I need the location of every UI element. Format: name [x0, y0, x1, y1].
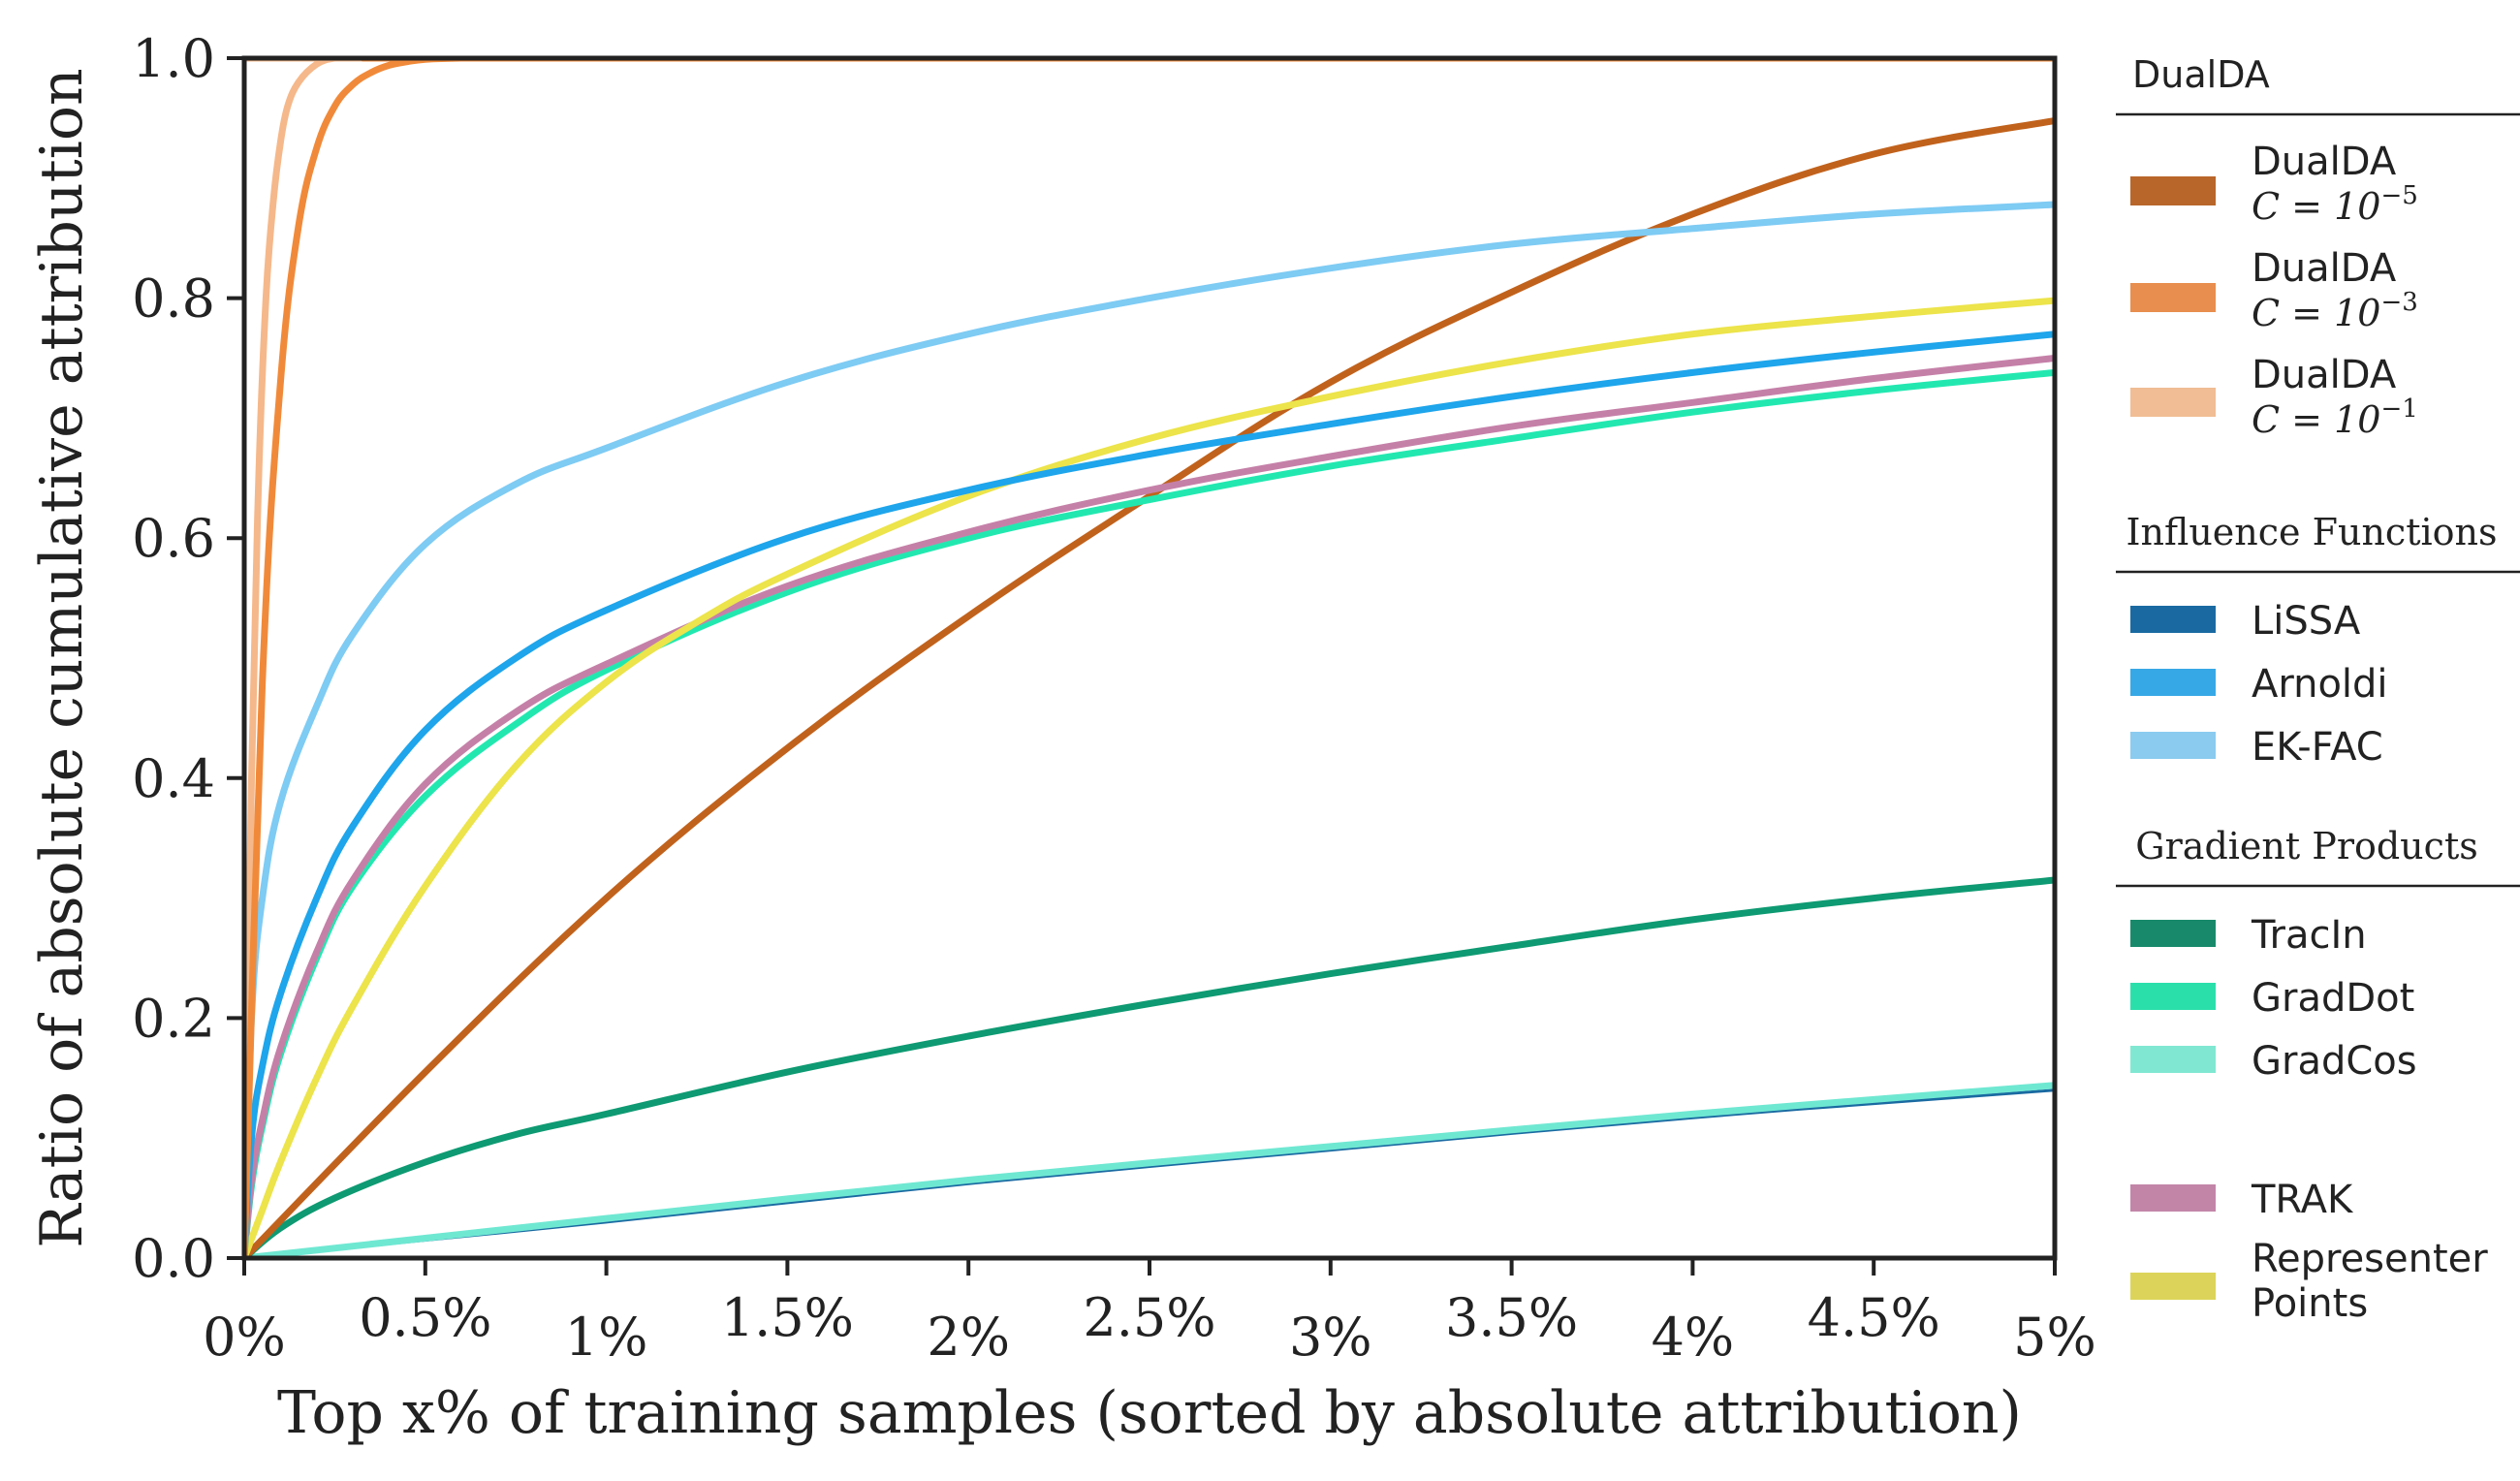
legend-label-arnoldi: Arnoldi [2252, 662, 2388, 707]
legend-label-dualda-1e-5: DualDA [2252, 140, 2397, 184]
legend-swatch-tracin [2130, 920, 2216, 947]
series-line-dualda-1e3 [244, 58, 2055, 1258]
legend-label-trak: TRAK [2251, 1178, 2354, 1222]
legend-swatch-graddot [2130, 983, 2216, 1010]
legend-label-lissa: LiSSA [2252, 599, 2361, 644]
series-line-dualda-1e1 [244, 58, 2055, 1258]
legend-group-title-gradient: Gradient Products [2135, 825, 2477, 867]
legend-swatch-lissa [2130, 606, 2216, 633]
ticks-layer: 0% 0.5% 1% 1.5% 2% 2.5% 3% 3.5% 4% 4.5% 5% 0.0 0.2 0.… [132, 28, 2096, 1368]
y-tick-label: 1.0 [132, 28, 215, 89]
legend-label-dualda-1e-1: DualDA [2252, 353, 2397, 397]
y-tick-label: 0.8 [132, 268, 215, 330]
series-line-representer [244, 297, 2055, 1258]
legend: DualDA DualDA C = 10−5 DualDA C = 10−3 D… [2116, 53, 2520, 1326]
x-tick-label: 1% [565, 1307, 648, 1368]
legend-label-representer: Representer Points [2252, 1237, 2488, 1326]
series-line-trak [244, 355, 2055, 1258]
legend-label-dualda-1e-3: DualDA [2252, 246, 2397, 291]
x-tick-label: 2% [927, 1307, 1010, 1368]
y-tick-label: 0.0 [132, 1228, 215, 1289]
y-tick-label: 0.2 [132, 988, 215, 1049]
x-tick-label: 3% [1289, 1307, 1372, 1368]
legend-sublabel-dualda-1e-3: C = 10−3 [2252, 288, 2418, 334]
legend-swatch-arnoldi [2130, 669, 2216, 696]
series-line-lissa [244, 1088, 2055, 1258]
series-line-arnoldi [244, 331, 2055, 1258]
x-tick-label: 4% [1652, 1307, 1735, 1368]
y-tick-label: 0.6 [132, 508, 215, 569]
legend-swatch-dualda-1e-1 [2130, 388, 2216, 417]
series-line-gradcos [244, 1082, 2055, 1258]
legend-group-title-influence: Influence Functions [2126, 511, 2498, 553]
x-tick-label: 1.5% [721, 1287, 854, 1348]
legend-swatch-ekfac [2130, 732, 2216, 759]
legend-group-title-dualda: DualDA [2132, 53, 2270, 96]
legend-sublabel-dualda-1e-5: C = 10−5 [2252, 181, 2418, 228]
legend-label-graddot: GradDot [2252, 976, 2414, 1021]
x-tick-label: 5% [2013, 1307, 2096, 1368]
legend-label-gradcos: GradCos [2252, 1039, 2417, 1084]
legend-label-ekfac: EK-FAC [2252, 725, 2383, 770]
x-tick-label: 0.5% [359, 1287, 491, 1348]
y-axis-label: Ratio of absolute cumulative attribution [28, 68, 96, 1247]
x-tick-label: 0% [203, 1307, 286, 1368]
y-tick-label: 0.4 [132, 748, 215, 809]
legend-swatch-dualda-1e-5 [2130, 176, 2216, 205]
series-line-dualda-1e5 [244, 116, 2055, 1258]
x-tick-label: 2.5% [1083, 1287, 1215, 1348]
series-layer [244, 58, 2055, 1258]
series-line-ekfac [244, 201, 2055, 1258]
x-tick-label: 3.5% [1445, 1287, 1578, 1348]
legend-sublabel-dualda-1e-1: C = 10−1 [2252, 394, 2418, 441]
x-axis-label: Top x% of training samples (sorted by ab… [277, 1379, 2022, 1447]
legend-label-tracin: TracIn [2251, 913, 2367, 958]
series-line-tracin [244, 876, 2055, 1258]
legend-swatch-dualda-1e-3 [2130, 283, 2216, 312]
legend-swatch-gradcos [2130, 1046, 2216, 1073]
legend-swatch-trak [2130, 1184, 2216, 1212]
legend-swatch-representer [2130, 1273, 2216, 1300]
series-line-graddot [244, 368, 2055, 1258]
x-tick-label: 4.5% [1808, 1287, 1940, 1348]
